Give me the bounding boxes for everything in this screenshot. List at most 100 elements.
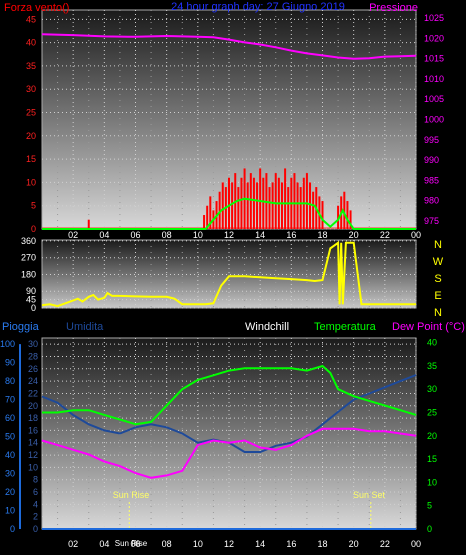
- windchill-label: Windchill: [245, 321, 289, 333]
- panel1-xtick-06: 06: [130, 230, 140, 240]
- panel1-xtick-22: 22: [380, 230, 390, 240]
- panel1-ytick-right-1015: 1015: [424, 54, 444, 64]
- sun-rise-label: Sun Rise: [113, 490, 150, 500]
- panel3-ytick-left-20: 20: [28, 401, 38, 411]
- panel1-xtick-20: 20: [349, 230, 359, 240]
- panel3-ytick-right-10: 10: [427, 477, 437, 487]
- series-wind_dir: [41, 240, 416, 308]
- compass-letter-0: N: [434, 239, 442, 251]
- series-dewpoint: [41, 427, 417, 479]
- panel3-ytick-left-28: 28: [28, 351, 38, 361]
- panel3-xtick-04: 04: [99, 539, 109, 549]
- panel3-xtick-08: 08: [162, 539, 172, 549]
- panel3-xtick-16: 16: [286, 539, 296, 549]
- panel1-ytick-right-980: 980: [424, 196, 439, 206]
- panel3-xtick-00: 00: [411, 539, 421, 549]
- panel1-ytick-left-45: 45: [26, 14, 36, 24]
- panel1-xtick-12: 12: [224, 230, 234, 240]
- panel3-ytick-left-24: 24: [28, 376, 38, 386]
- wind-force-label: Forza vento(): [4, 2, 69, 14]
- panel1-ytick-right-1005: 1005: [424, 94, 444, 104]
- panel1-ytick-left-5: 5: [31, 201, 36, 211]
- pressure-label: Pressione: [369, 2, 418, 14]
- panel1-ytick-left-15: 15: [26, 154, 36, 164]
- panel3-ytick-right-35: 35: [427, 361, 437, 371]
- panel2-ytick-90: 90: [26, 286, 36, 296]
- panel3-ytick-right-30: 30: [427, 384, 437, 394]
- panel2-ytick-360: 360: [21, 236, 36, 246]
- series-temperature: [42, 364, 417, 426]
- panel3-ytick-left-30: 30: [28, 339, 38, 349]
- panel1-ytick-left-25: 25: [26, 108, 36, 118]
- panel3-ytick-right-5: 5: [427, 501, 432, 511]
- panel2-ytick-0: 0: [31, 303, 36, 313]
- panel3-ytick-right-20: 20: [427, 431, 437, 441]
- panel3-ytick-left-26: 26: [28, 364, 38, 374]
- panel1-ytick-right-1020: 1020: [424, 33, 444, 43]
- series-wind_gust: [87, 168, 352, 229]
- panel3-ytick-rain-100: 100: [0, 339, 15, 349]
- panel3-ytick-left-12: 12: [28, 450, 38, 460]
- panel1-ytick-left-20: 20: [26, 131, 36, 141]
- panel3-ytick-right-40: 40: [427, 338, 437, 348]
- panel1-ytick-right-985: 985: [424, 175, 439, 185]
- panel1-ytick-left-0: 0: [31, 224, 36, 234]
- panel3-xtick-12: 12: [224, 539, 234, 549]
- series-pressure: [41, 33, 417, 60]
- humidity-label: Umidita: [66, 321, 104, 333]
- sun-rise-bottom-label: Sun Rise: [115, 539, 148, 548]
- panel1-xtick-04: 04: [99, 230, 109, 240]
- panel3-ytick-left-18: 18: [28, 413, 38, 423]
- panel1-ytick-right-995: 995: [424, 135, 439, 145]
- compass-letter-1: W: [433, 256, 444, 268]
- panel3-ytick-rain-60: 60: [5, 413, 15, 423]
- panel3-ytick-left-0: 0: [33, 524, 38, 534]
- panel1-xtick-02: 02: [68, 230, 78, 240]
- panel1-xtick-14: 14: [255, 230, 265, 240]
- panel2-ytick-45: 45: [26, 295, 36, 305]
- panel3-xtick-18: 18: [317, 539, 327, 549]
- panel3-ytick-right-15: 15: [427, 454, 437, 464]
- panel3-ytick-left-14: 14: [28, 438, 38, 448]
- panel3-ytick-rain-90: 90: [5, 358, 15, 368]
- panel3-xtick-22: 22: [380, 539, 390, 549]
- panel3-ytick-rain-20: 20: [5, 487, 15, 497]
- panel3-ytick-left-22: 22: [28, 388, 38, 398]
- panel3-ytick-rain-50: 50: [5, 432, 15, 442]
- panel1-ytick-left-30: 30: [26, 84, 36, 94]
- panel3-ytick-left-4: 4: [33, 499, 38, 509]
- panel3-ytick-left-10: 10: [28, 462, 38, 472]
- panel1-ytick-right-990: 990: [424, 155, 439, 165]
- panel3-ytick-rain-0: 0: [10, 524, 15, 534]
- panel1-xtick-00: 00: [411, 230, 421, 240]
- chart-title: 24 hour graph day: 27 Giugno 2019: [171, 1, 345, 13]
- panel3-ytick-left-2: 2: [33, 512, 38, 522]
- panel1-xtick-08: 08: [162, 230, 172, 240]
- compass-letter-3: E: [434, 290, 441, 302]
- panel3-ytick-left-6: 6: [33, 487, 38, 497]
- series-wind_avg: [42, 197, 416, 230]
- panel1-ytick-left-35: 35: [26, 61, 36, 71]
- panel1-xtick-10: 10: [193, 230, 203, 240]
- panel3-ytick-rain-40: 40: [5, 450, 15, 460]
- panel3-ytick-rain-80: 80: [5, 376, 15, 386]
- panel3-ytick-left-16: 16: [28, 425, 38, 435]
- panel1-ytick-right-975: 975: [424, 216, 439, 226]
- panel3-ytick-right-0: 0: [427, 524, 432, 534]
- panel3-xtick-02: 02: [68, 539, 78, 549]
- panel3-ytick-rain-70: 70: [5, 395, 15, 405]
- panel1-xtick-16: 16: [286, 230, 296, 240]
- panel2-ytick-180: 180: [21, 269, 36, 279]
- panel3-xtick-14: 14: [255, 539, 265, 549]
- rain-label: Pioggia: [2, 321, 40, 333]
- dewpoint-label: Dew Point (°C): [392, 321, 465, 333]
- compass-letter-2: S: [434, 273, 441, 285]
- panel2-ytick-270: 270: [21, 253, 36, 263]
- panel3-ytick-right-25: 25: [427, 408, 437, 418]
- panel3-xtick-10: 10: [193, 539, 203, 549]
- compass-letter-4: N: [434, 307, 442, 319]
- panel3-xtick-20: 20: [349, 539, 359, 549]
- panel3-ytick-left-8: 8: [33, 475, 38, 485]
- panel1-ytick-right-1025: 1025: [424, 13, 444, 23]
